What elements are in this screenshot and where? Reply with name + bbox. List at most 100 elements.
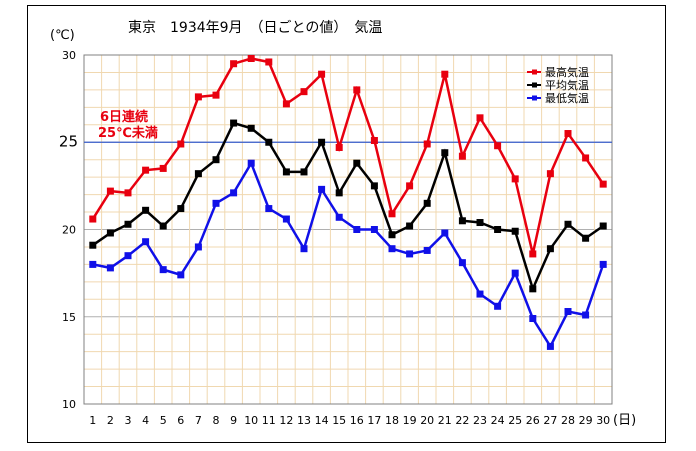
x-tick-label: 27 <box>543 414 557 427</box>
data-point <box>194 93 202 101</box>
x-tick-label: 29 <box>579 414 593 427</box>
data-point <box>599 260 607 268</box>
x-tick-label: 25 <box>508 414 522 427</box>
x-tick-label: 5 <box>160 414 167 427</box>
data-point <box>282 215 290 223</box>
x-tick-labels: 1 2 3 4 5 6 7 8 9 10 11 12 13 14 15 16 17 18 19 20 21 22 23 24 2… <box>89 414 610 427</box>
data-point <box>511 175 519 183</box>
data-point <box>441 229 449 237</box>
data-point <box>370 226 378 233</box>
data-point <box>582 154 590 162</box>
data-point <box>265 58 273 66</box>
data-point <box>89 215 97 223</box>
series-3 <box>89 159 607 350</box>
data-point <box>423 246 431 254</box>
x-tick-label: 14 <box>315 414 329 427</box>
data-point <box>441 70 449 78</box>
data-point <box>546 245 554 253</box>
data-point <box>406 182 414 190</box>
data-point <box>370 182 378 190</box>
data-point <box>142 238 150 246</box>
data-point <box>406 222 414 230</box>
data-point <box>194 170 202 178</box>
data-point <box>494 302 502 310</box>
data-point <box>582 234 590 242</box>
x-tick-label: 17 <box>367 414 381 427</box>
data-point <box>582 311 590 319</box>
data-point <box>282 168 290 176</box>
x-tick-label: 13 <box>297 414 311 427</box>
x-tick-label: 4 <box>142 414 149 427</box>
data-point <box>230 60 238 68</box>
x-tick-label: 22 <box>455 414 469 427</box>
data-point <box>159 266 167 274</box>
data-point <box>300 88 308 96</box>
data-point <box>388 210 396 218</box>
series-2 <box>89 119 607 293</box>
y-tick-label: 15 <box>62 311 76 324</box>
x-tick-label: 24 <box>491 414 505 427</box>
data-point <box>335 143 343 151</box>
data-point <box>370 137 378 145</box>
data-point <box>388 231 396 239</box>
data-point <box>124 189 132 197</box>
legend-label: 最低気温 <box>545 91 589 105</box>
data-point <box>159 222 167 230</box>
annotation: 6日連続 25℃未満 <box>98 109 158 141</box>
series-1 <box>89 54 607 258</box>
data-point <box>476 219 484 227</box>
data-point <box>230 189 238 197</box>
data-point <box>106 187 114 195</box>
data-point <box>177 271 185 279</box>
y-axis-label: (℃) <box>50 28 75 43</box>
x-tick-label: 21 <box>438 414 452 427</box>
data-point <box>124 252 132 260</box>
data-point <box>388 245 396 253</box>
data-point <box>494 226 502 233</box>
x-tick-label: 8 <box>213 414 220 427</box>
x-tick-label: 2 <box>107 414 114 427</box>
data-point <box>124 220 132 228</box>
data-point <box>546 342 554 350</box>
data-point <box>300 168 308 176</box>
y-tick-label: 20 <box>62 224 76 237</box>
data-point <box>599 180 607 188</box>
data-point <box>511 269 519 277</box>
y-tick-label: 30 <box>62 49 76 62</box>
data-point <box>458 217 466 225</box>
data-point <box>106 264 114 272</box>
data-point <box>265 205 273 213</box>
data-point <box>564 220 572 228</box>
legend-label: 平均気温 <box>545 78 589 92</box>
data-point <box>494 142 502 150</box>
data-point <box>230 119 238 127</box>
data-point <box>142 166 150 174</box>
x-tick-label: 20 <box>420 414 434 427</box>
data-point <box>212 91 220 99</box>
x-tick-label: 23 <box>473 414 487 427</box>
data-point <box>353 159 361 167</box>
data-point <box>212 199 220 207</box>
data-point <box>423 140 431 148</box>
plot-area <box>83 54 613 405</box>
data-point <box>564 130 572 138</box>
x-tick-label: 30 <box>596 414 610 427</box>
data-point <box>247 124 255 132</box>
x-tick-label: 26 <box>526 414 540 427</box>
data-point <box>458 152 466 160</box>
data-point <box>212 156 220 164</box>
data-point <box>441 149 449 157</box>
data-point <box>529 314 537 322</box>
y-tick-label: 10 <box>62 398 76 411</box>
y-tick-labels: 10 15 20 25 30 <box>59 49 78 411</box>
x-tick-label: 12 <box>279 414 293 427</box>
data-point <box>406 250 414 258</box>
data-point <box>318 185 326 193</box>
data-point <box>529 250 537 258</box>
data-point <box>89 260 97 268</box>
data-point <box>564 308 572 316</box>
series-line <box>91 57 605 255</box>
x-tick-label: 7 <box>195 414 202 427</box>
